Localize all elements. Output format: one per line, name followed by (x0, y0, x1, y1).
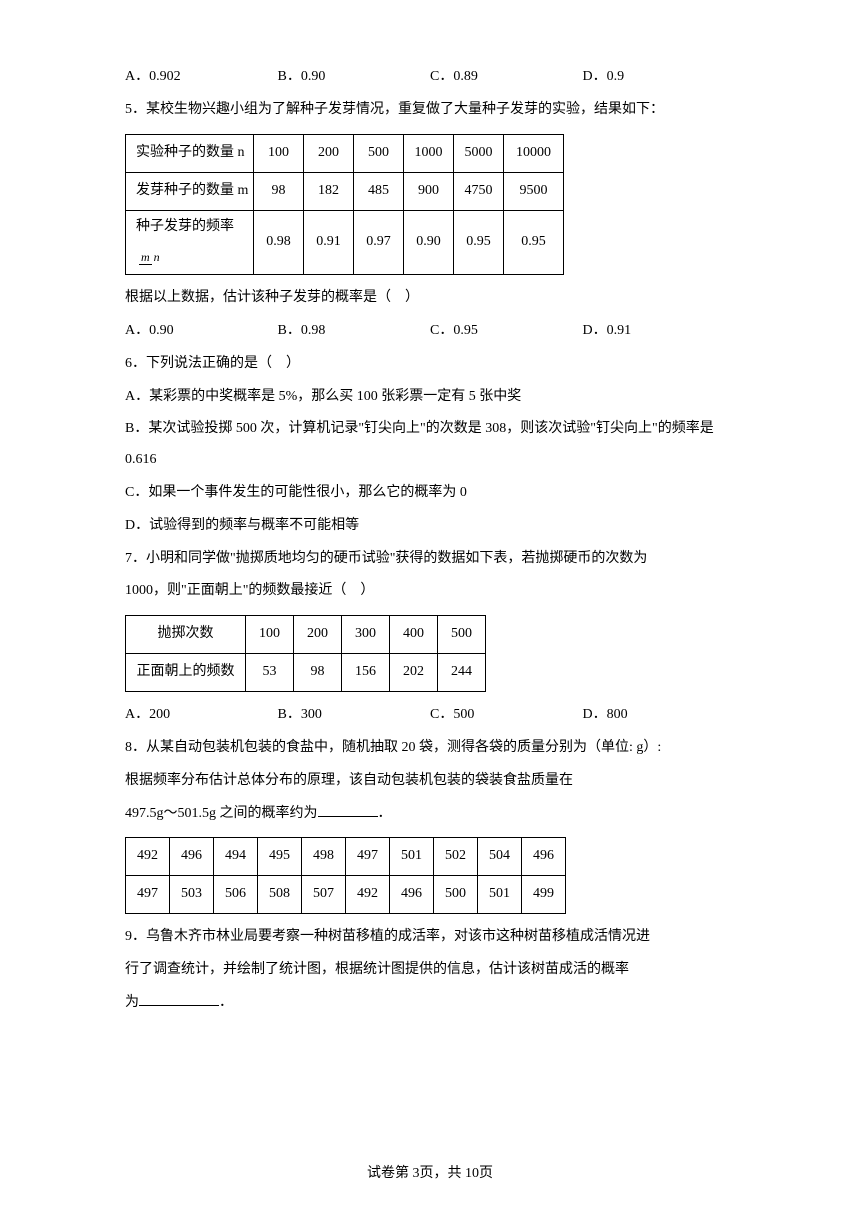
fill-blank (318, 803, 378, 817)
q6-opt-a: A．某彩票的中奖概率是 5%，那么买 100 张彩票一定有 5 张中奖 (125, 382, 735, 413)
q5-r2-c4: 4750 (454, 172, 504, 210)
q5-r2-c3: 900 (404, 172, 454, 210)
q8-r2-0: 497 (126, 876, 170, 914)
q5-r3-c3: 0.90 (404, 210, 454, 275)
q7-r2-c4: 244 (438, 654, 486, 692)
fraction-icon: mn (136, 251, 165, 264)
opt-c: C．500 (430, 700, 583, 731)
q5-after: 根据以上数据，估计该种子发芽的概率是（ ） (125, 283, 735, 314)
q9-text1: 9．乌鲁木齐市林业局要考察一种树苗移植的成活率，对该市这种树苗移植成活情况进 (125, 922, 735, 953)
q7-r2-c0: 53 (246, 654, 294, 692)
q8-r1-3: 495 (258, 838, 302, 876)
q5-r1-c5: 10000 (504, 134, 564, 172)
q5-r1-c4: 5000 (454, 134, 504, 172)
q9-text2: 行了调查统计，并绘制了统计图，根据统计图提供的信息，估计该树苗成活的概率 (125, 955, 735, 986)
opt-a: A．0.90 (125, 316, 278, 347)
q6-text: 6．下列说法正确的是（ ） (125, 349, 735, 380)
q7-r1-c4: 500 (438, 616, 486, 654)
q-prev-options: A．0.902 B．0.90 C．0.89 D．0.9 (125, 62, 735, 93)
opt-b: B．300 (278, 700, 431, 731)
q8-r2-3: 508 (258, 876, 302, 914)
q7-table: 抛掷次数 100 200 300 400 500 正面朝上的频数 53 98 1… (125, 615, 486, 692)
q5-r3-c0: 0.98 (254, 210, 304, 275)
q8-r2-7: 500 (434, 876, 478, 914)
q8-r1-5: 497 (346, 838, 390, 876)
opt-b: B．0.98 (278, 316, 431, 347)
q8-r1-6: 501 (390, 838, 434, 876)
q5-r1-c1: 200 (304, 134, 354, 172)
q5-r2-h: 发芽种子的数量 m (126, 172, 254, 210)
q5-r2-c2: 485 (354, 172, 404, 210)
table-row: 实验种子的数量 n 100 200 500 1000 5000 10000 (126, 134, 564, 172)
table-row: 发芽种子的数量 m 98 182 485 900 4750 9500 (126, 172, 564, 210)
q7-r2-h: 正面朝上的频数 (126, 654, 246, 692)
q8-r1-1: 496 (170, 838, 214, 876)
q7-text2: 1000，则"正面朝上"的频数最接近（ ） (125, 576, 735, 607)
q7-r1-h: 抛掷次数 (126, 616, 246, 654)
q8-r2-6: 496 (390, 876, 434, 914)
q7-text1: 7．小明和同学做"抛掷质地均匀的硬币试验"获得的数据如下表，若抛掷硬币的次数为 (125, 544, 735, 575)
q5-r1-c2: 500 (354, 134, 404, 172)
q5-r2-c1: 182 (304, 172, 354, 210)
q5-r3-c2: 0.97 (354, 210, 404, 275)
q9-text3: 为． (125, 988, 735, 1019)
q8-text1: 8．从某自动包装机包装的食盐中，随机抽取 20 袋，测得各袋的质量分别为（单位:… (125, 733, 735, 764)
q8-r2-2: 506 (214, 876, 258, 914)
q7-r1-c0: 100 (246, 616, 294, 654)
q5-r2-c5: 9500 (504, 172, 564, 210)
q6-opt-b: B．某次试验投掷 500 次，计算机记录"钉尖向上"的次数是 308，则该次试验… (125, 414, 735, 476)
opt-d: D．0.91 (583, 316, 736, 347)
q8-r2-5: 492 (346, 876, 390, 914)
opt-d: D．800 (583, 700, 736, 731)
table-row: 497 503 506 508 507 492 496 500 501 499 (126, 876, 566, 914)
table-row: 抛掷次数 100 200 300 400 500 (126, 616, 486, 654)
table-row: 492 496 494 495 498 497 501 502 504 496 (126, 838, 566, 876)
q8-text3: 497.5g～501.5g 之间的概率约为． (125, 799, 735, 830)
q8-r1-0: 492 (126, 838, 170, 876)
q7-r1-c1: 200 (294, 616, 342, 654)
q7-r1-c3: 400 (390, 616, 438, 654)
q6-opt-c: C．如果一个事件发生的可能性很小，那么它的概率为 0 (125, 478, 735, 509)
q8-r2-9: 499 (522, 876, 566, 914)
q5-r3-c5: 0.95 (504, 210, 564, 275)
q5-r3-h: 种子发芽的频率mn (126, 210, 254, 275)
opt-b: B．0.90 (278, 62, 431, 93)
q8-r1-7: 502 (434, 838, 478, 876)
q7-r2-c3: 202 (390, 654, 438, 692)
q8-text2: 根据频率分布估计总体分布的原理，该自动包装机包装的袋装食盐质量在 (125, 766, 735, 797)
q8-r2-8: 501 (478, 876, 522, 914)
q8-r1-4: 498 (302, 838, 346, 876)
table-row: 正面朝上的频数 53 98 156 202 244 (126, 654, 486, 692)
opt-a: A．200 (125, 700, 278, 731)
q7-r1-c2: 300 (342, 616, 390, 654)
q6-opt-d: D．试验得到的频率与概率不可能相等 (125, 511, 735, 542)
opt-a: A．0.902 (125, 62, 278, 93)
fill-blank (139, 992, 219, 1006)
q8-r1-2: 494 (214, 838, 258, 876)
q5-text: 5．某校生物兴趣小组为了解种子发芽情况，重复做了大量种子发芽的实验，结果如下： (125, 95, 735, 126)
page-footer: 试卷第 3页，共 10页 (0, 1162, 860, 1182)
opt-c: C．0.89 (430, 62, 583, 93)
q5-r2-c0: 98 (254, 172, 304, 210)
q5-r3-c4: 0.95 (454, 210, 504, 275)
q5-options: A．0.90 B．0.98 C．0.95 D．0.91 (125, 316, 735, 347)
table-row: 种子发芽的频率mn 0.98 0.91 0.97 0.90 0.95 0.95 (126, 210, 564, 275)
opt-d: D．0.9 (583, 62, 736, 93)
q5-r1-c0: 100 (254, 134, 304, 172)
q8-table: 492 496 494 495 498 497 501 502 504 496 … (125, 837, 566, 914)
q7-options: A．200 B．300 C．500 D．800 (125, 700, 735, 731)
q8-r1-8: 504 (478, 838, 522, 876)
q5-r3-c1: 0.91 (304, 210, 354, 275)
q5-table: 实验种子的数量 n 100 200 500 1000 5000 10000 发芽… (125, 134, 564, 276)
q8-r2-4: 507 (302, 876, 346, 914)
q8-r1-9: 496 (522, 838, 566, 876)
q8-r2-1: 503 (170, 876, 214, 914)
opt-c: C．0.95 (430, 316, 583, 347)
q5-r1-h: 实验种子的数量 n (126, 134, 254, 172)
q7-r2-c2: 156 (342, 654, 390, 692)
q7-r2-c1: 98 (294, 654, 342, 692)
q5-r1-c3: 1000 (404, 134, 454, 172)
